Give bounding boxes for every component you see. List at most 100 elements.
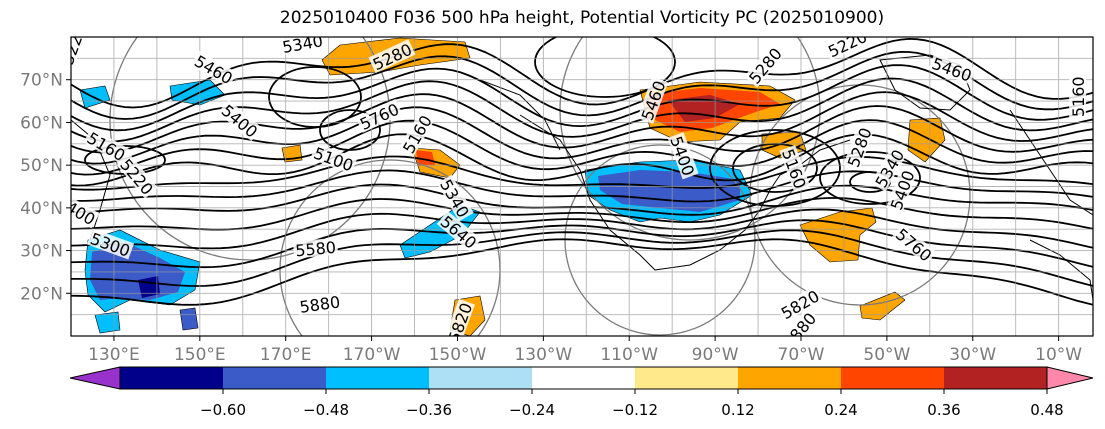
colorbar-tick-label: 0.12 xyxy=(721,401,754,419)
height-contour-closed xyxy=(319,109,381,151)
y-tick-label: 20°N xyxy=(20,284,63,304)
contour-label-bg xyxy=(71,191,100,229)
colorbar-segment xyxy=(738,367,842,389)
coast-europe xyxy=(1009,109,1093,216)
contour-label-bg xyxy=(355,98,403,133)
height-contour-line xyxy=(71,37,1093,109)
contour-label-bg xyxy=(891,223,937,266)
contour-label-bg xyxy=(279,37,326,56)
contour-label-bg xyxy=(217,99,263,142)
coast-asia xyxy=(71,119,111,241)
colorbar: −0.60 −0.48 −0.36 −0.24 −0.12 0.12 0.24 0.36 0.4… xyxy=(69,366,1094,419)
shade-area xyxy=(416,150,435,166)
contour-label-bg xyxy=(886,166,918,214)
contour-label-bg xyxy=(443,298,475,336)
x-tick-label: 50°W xyxy=(863,345,910,365)
contour-label-bg xyxy=(292,237,339,259)
colorbar-extend-low xyxy=(69,366,121,390)
x-tick-label: 110°W xyxy=(600,345,658,365)
colorbar-frame xyxy=(119,366,1048,390)
map-frame xyxy=(70,36,1094,337)
y-tick-label: 60°N xyxy=(20,113,63,133)
colorbar-segment xyxy=(223,367,327,389)
contour-label-bg xyxy=(398,110,436,158)
contour-label-bg xyxy=(86,228,135,260)
contour-label-bg xyxy=(779,144,811,193)
y-tick-label: 40°N xyxy=(20,199,63,219)
y-tick-label: 70°N xyxy=(20,71,63,91)
contour-label-bg xyxy=(190,50,238,88)
height-contour-line xyxy=(71,105,1093,165)
x-tick-label: 130°E xyxy=(88,345,140,365)
height-contour-closed xyxy=(534,37,676,98)
x-tick-label: 10°W xyxy=(1035,345,1082,365)
contour-label-text: 5160 xyxy=(1069,76,1088,117)
colorbar-tick-label: −0.12 xyxy=(612,401,658,419)
contour-label-bg xyxy=(637,76,669,124)
height-contour-line xyxy=(71,238,1093,306)
y-axis-ticks: 70°N 60°N 50°N 40°N 30°N 20°N xyxy=(20,71,71,304)
contour-label-bg xyxy=(296,292,343,316)
x-tick-label: 130°W xyxy=(514,345,572,365)
contour-label-bg xyxy=(928,53,976,85)
colorbar-tick-label: −0.24 xyxy=(509,401,555,419)
x-axis-ticks: 130°E 150°E 170°E 170°W 150°W 130°W 110°W 90°W 7… xyxy=(88,336,1082,365)
contour-label: 5160 xyxy=(1069,74,1088,119)
height-contour-closed xyxy=(709,129,841,207)
colorbar-segment xyxy=(326,367,430,389)
contour-label-bg xyxy=(310,143,358,175)
coast-africa xyxy=(1029,239,1093,301)
colorbar-tick-label: −0.60 xyxy=(200,401,246,419)
contour-label-bg xyxy=(1069,74,1087,119)
contour-label-bg xyxy=(776,285,824,323)
x-tick-label: 170°W xyxy=(343,345,401,365)
colorbar-segment xyxy=(429,367,533,389)
shade-area xyxy=(179,307,199,331)
height-contour-line xyxy=(71,64,1093,132)
colorbar-tick-label: 0.36 xyxy=(927,401,960,419)
colorbar-segment xyxy=(532,367,636,389)
colorbar-tick-label: −0.36 xyxy=(406,401,452,419)
contour-label: 5580 xyxy=(292,237,339,260)
x-tick-label: 70°W xyxy=(778,345,825,365)
contour-label-bg xyxy=(436,210,482,253)
contour-label-bg xyxy=(116,154,158,199)
shade-area xyxy=(859,291,906,321)
height-contour-line xyxy=(71,183,1093,216)
height-contour-line xyxy=(71,219,1093,269)
colorbar-tick-label: −0.48 xyxy=(303,401,349,419)
contour-label-bg xyxy=(368,39,416,74)
height-contour-line xyxy=(71,119,1093,176)
height-contour-line xyxy=(71,169,1093,203)
height-contour-closed xyxy=(819,151,921,205)
contour-label-bg xyxy=(870,144,908,192)
contour-label-bg xyxy=(823,37,871,61)
x-tick-label: 150°W xyxy=(429,345,487,365)
colorbar-tick-label: 0.24 xyxy=(824,401,857,419)
contour-label-text: 5580 xyxy=(295,238,337,260)
colorbar-segment xyxy=(841,367,945,389)
colorbar-tick-label: 0.48 xyxy=(1030,401,1063,419)
height-contour-line xyxy=(71,208,1093,250)
contour-label-bg xyxy=(436,174,474,222)
colorbar-segment xyxy=(944,367,1048,389)
y-tick-label: 30°N xyxy=(20,242,63,262)
colorbar-extend-high xyxy=(1046,366,1094,390)
x-tick-label: 150°E xyxy=(174,345,226,365)
contour-label-bg xyxy=(778,307,820,336)
colorbar-segment xyxy=(120,367,224,389)
height-contour-closed xyxy=(268,66,362,128)
contour-label: 5880 xyxy=(296,292,343,317)
contour-label-bg xyxy=(843,123,875,171)
contour-label-bg xyxy=(667,132,699,180)
chart-title: 2025010400 F036 500 hPa height, Potentia… xyxy=(279,8,885,28)
height-contour-line xyxy=(71,155,1093,191)
x-tick-label: 30°W xyxy=(949,345,996,365)
contour-label-bg xyxy=(744,42,786,88)
colorbar-segment xyxy=(635,367,739,389)
contour-label-bg xyxy=(83,127,130,165)
x-tick-label: 90°W xyxy=(692,345,739,365)
y-tick-label: 50°N xyxy=(20,156,63,176)
x-tick-label: 170°E xyxy=(260,345,312,365)
